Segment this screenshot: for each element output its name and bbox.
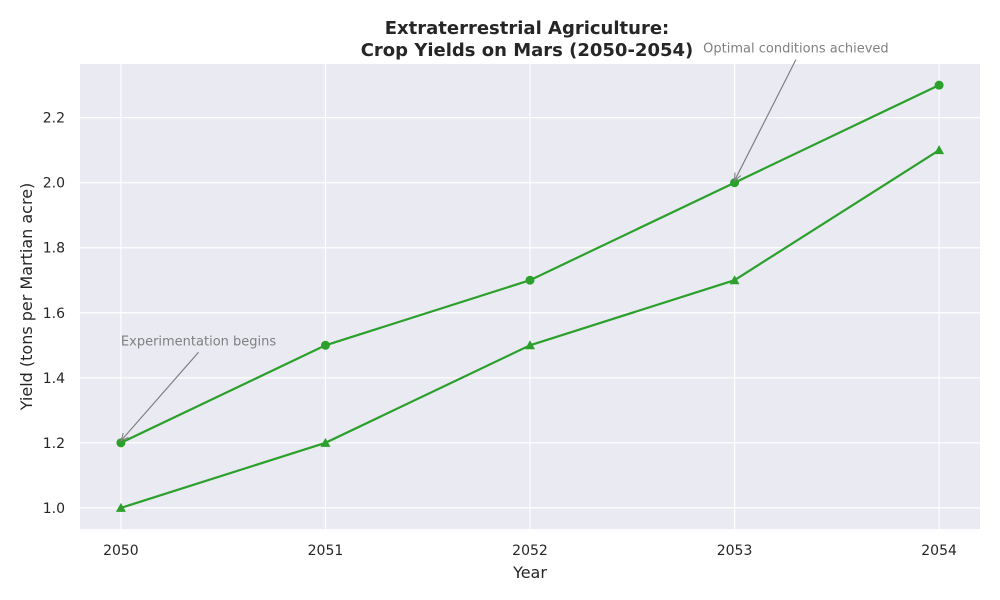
data-point <box>525 275 535 285</box>
series-layer <box>115 80 945 512</box>
x-tick-label: 2050 <box>103 543 139 559</box>
data-point <box>320 340 330 350</box>
data-point <box>115 502 126 512</box>
chart-title: Extraterrestrial Agriculture: Crop Yields… <box>361 18 694 61</box>
ticks-layer: 2050 2051 2052 2053 2054 1.0 1.2 1.4 1.6 1.8 2.0 2.… <box>43 111 957 559</box>
data-point <box>934 145 945 155</box>
y-tick-label: 1.4 <box>43 371 65 387</box>
y-axis-label: Yield (tons per Martian acre) <box>17 183 36 412</box>
annotation-text: Experimentation begins <box>121 334 276 349</box>
x-axis-label: Year <box>512 563 547 582</box>
x-tick-label: 2051 <box>308 543 344 559</box>
x-tick-label: 2052 <box>512 543 548 559</box>
annotation-arrow <box>735 59 797 181</box>
x-tick-label: 2054 <box>921 543 957 559</box>
data-point <box>525 340 535 350</box>
y-tick-label: 1.8 <box>43 241 65 257</box>
annotation-text: Optimal conditions achieved <box>703 42 889 57</box>
y-tick-label: 1.0 <box>43 501 65 517</box>
grid <box>80 64 980 529</box>
annotations-layer: Experimentation begins Optimal conditions… <box>121 42 889 441</box>
data-point <box>116 438 126 448</box>
data-point <box>729 275 740 285</box>
x-tick-label: 2053 <box>717 543 753 559</box>
data-point <box>320 437 331 447</box>
y-tick-label: 1.2 <box>43 436 65 452</box>
data-point <box>934 80 944 90</box>
y-tick-label: 1.6 <box>43 306 65 322</box>
y-tick-label: 2.2 <box>43 111 65 127</box>
y-tick-label: 2.0 <box>43 176 65 192</box>
annotation-arrow <box>121 351 199 441</box>
